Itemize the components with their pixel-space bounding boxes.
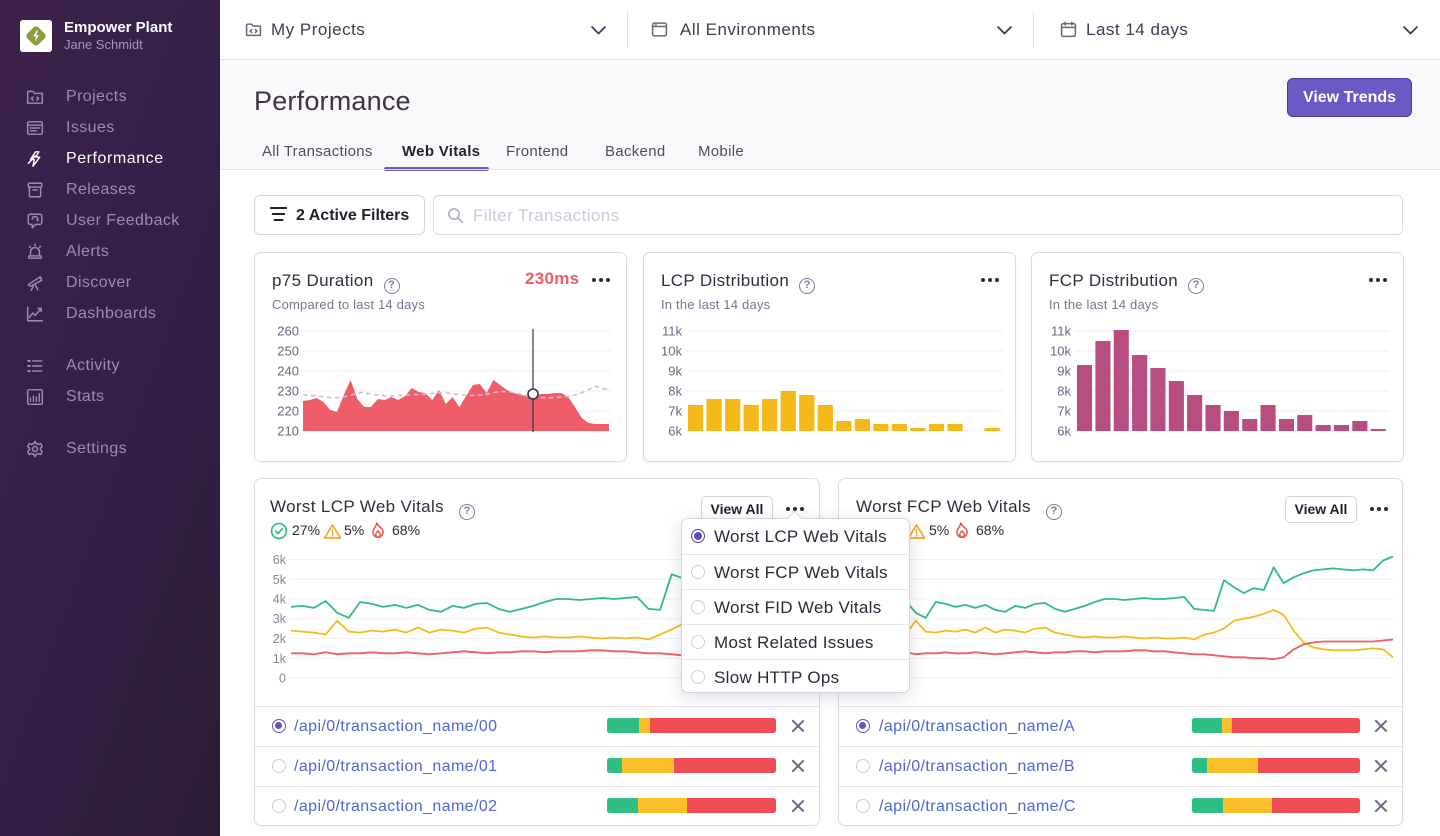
svg-text:6k: 6k — [668, 424, 682, 439]
svg-text:250: 250 — [277, 344, 299, 359]
svg-text:2k: 2k — [273, 632, 287, 646]
svg-text:260: 260 — [277, 324, 299, 339]
svg-text:7k: 7k — [1057, 404, 1071, 419]
svg-text:8k: 8k — [668, 384, 682, 399]
svg-text:220: 220 — [277, 404, 299, 419]
svg-text:10k: 10k — [661, 344, 682, 359]
svg-text:9k: 9k — [1057, 364, 1071, 379]
svg-text:4k: 4k — [273, 593, 287, 607]
svg-text:3k: 3k — [273, 612, 287, 626]
svg-text:11k: 11k — [662, 324, 682, 339]
svg-text:9k: 9k — [668, 364, 682, 379]
svg-text:11k: 11k — [1051, 324, 1071, 339]
svg-text:6k: 6k — [1057, 424, 1071, 439]
svg-text:240: 240 — [277, 364, 299, 379]
svg-text:7k: 7k — [668, 404, 682, 419]
svg-text:210: 210 — [277, 424, 299, 439]
svg-text:10k: 10k — [1050, 344, 1071, 359]
svg-text:5k: 5k — [273, 573, 287, 587]
svg-text:8k: 8k — [1057, 384, 1071, 399]
svg-text:0: 0 — [279, 672, 286, 686]
svg-text:6k: 6k — [273, 553, 287, 567]
svg-text:230: 230 — [277, 384, 299, 399]
svg-text:1k: 1k — [273, 652, 287, 666]
